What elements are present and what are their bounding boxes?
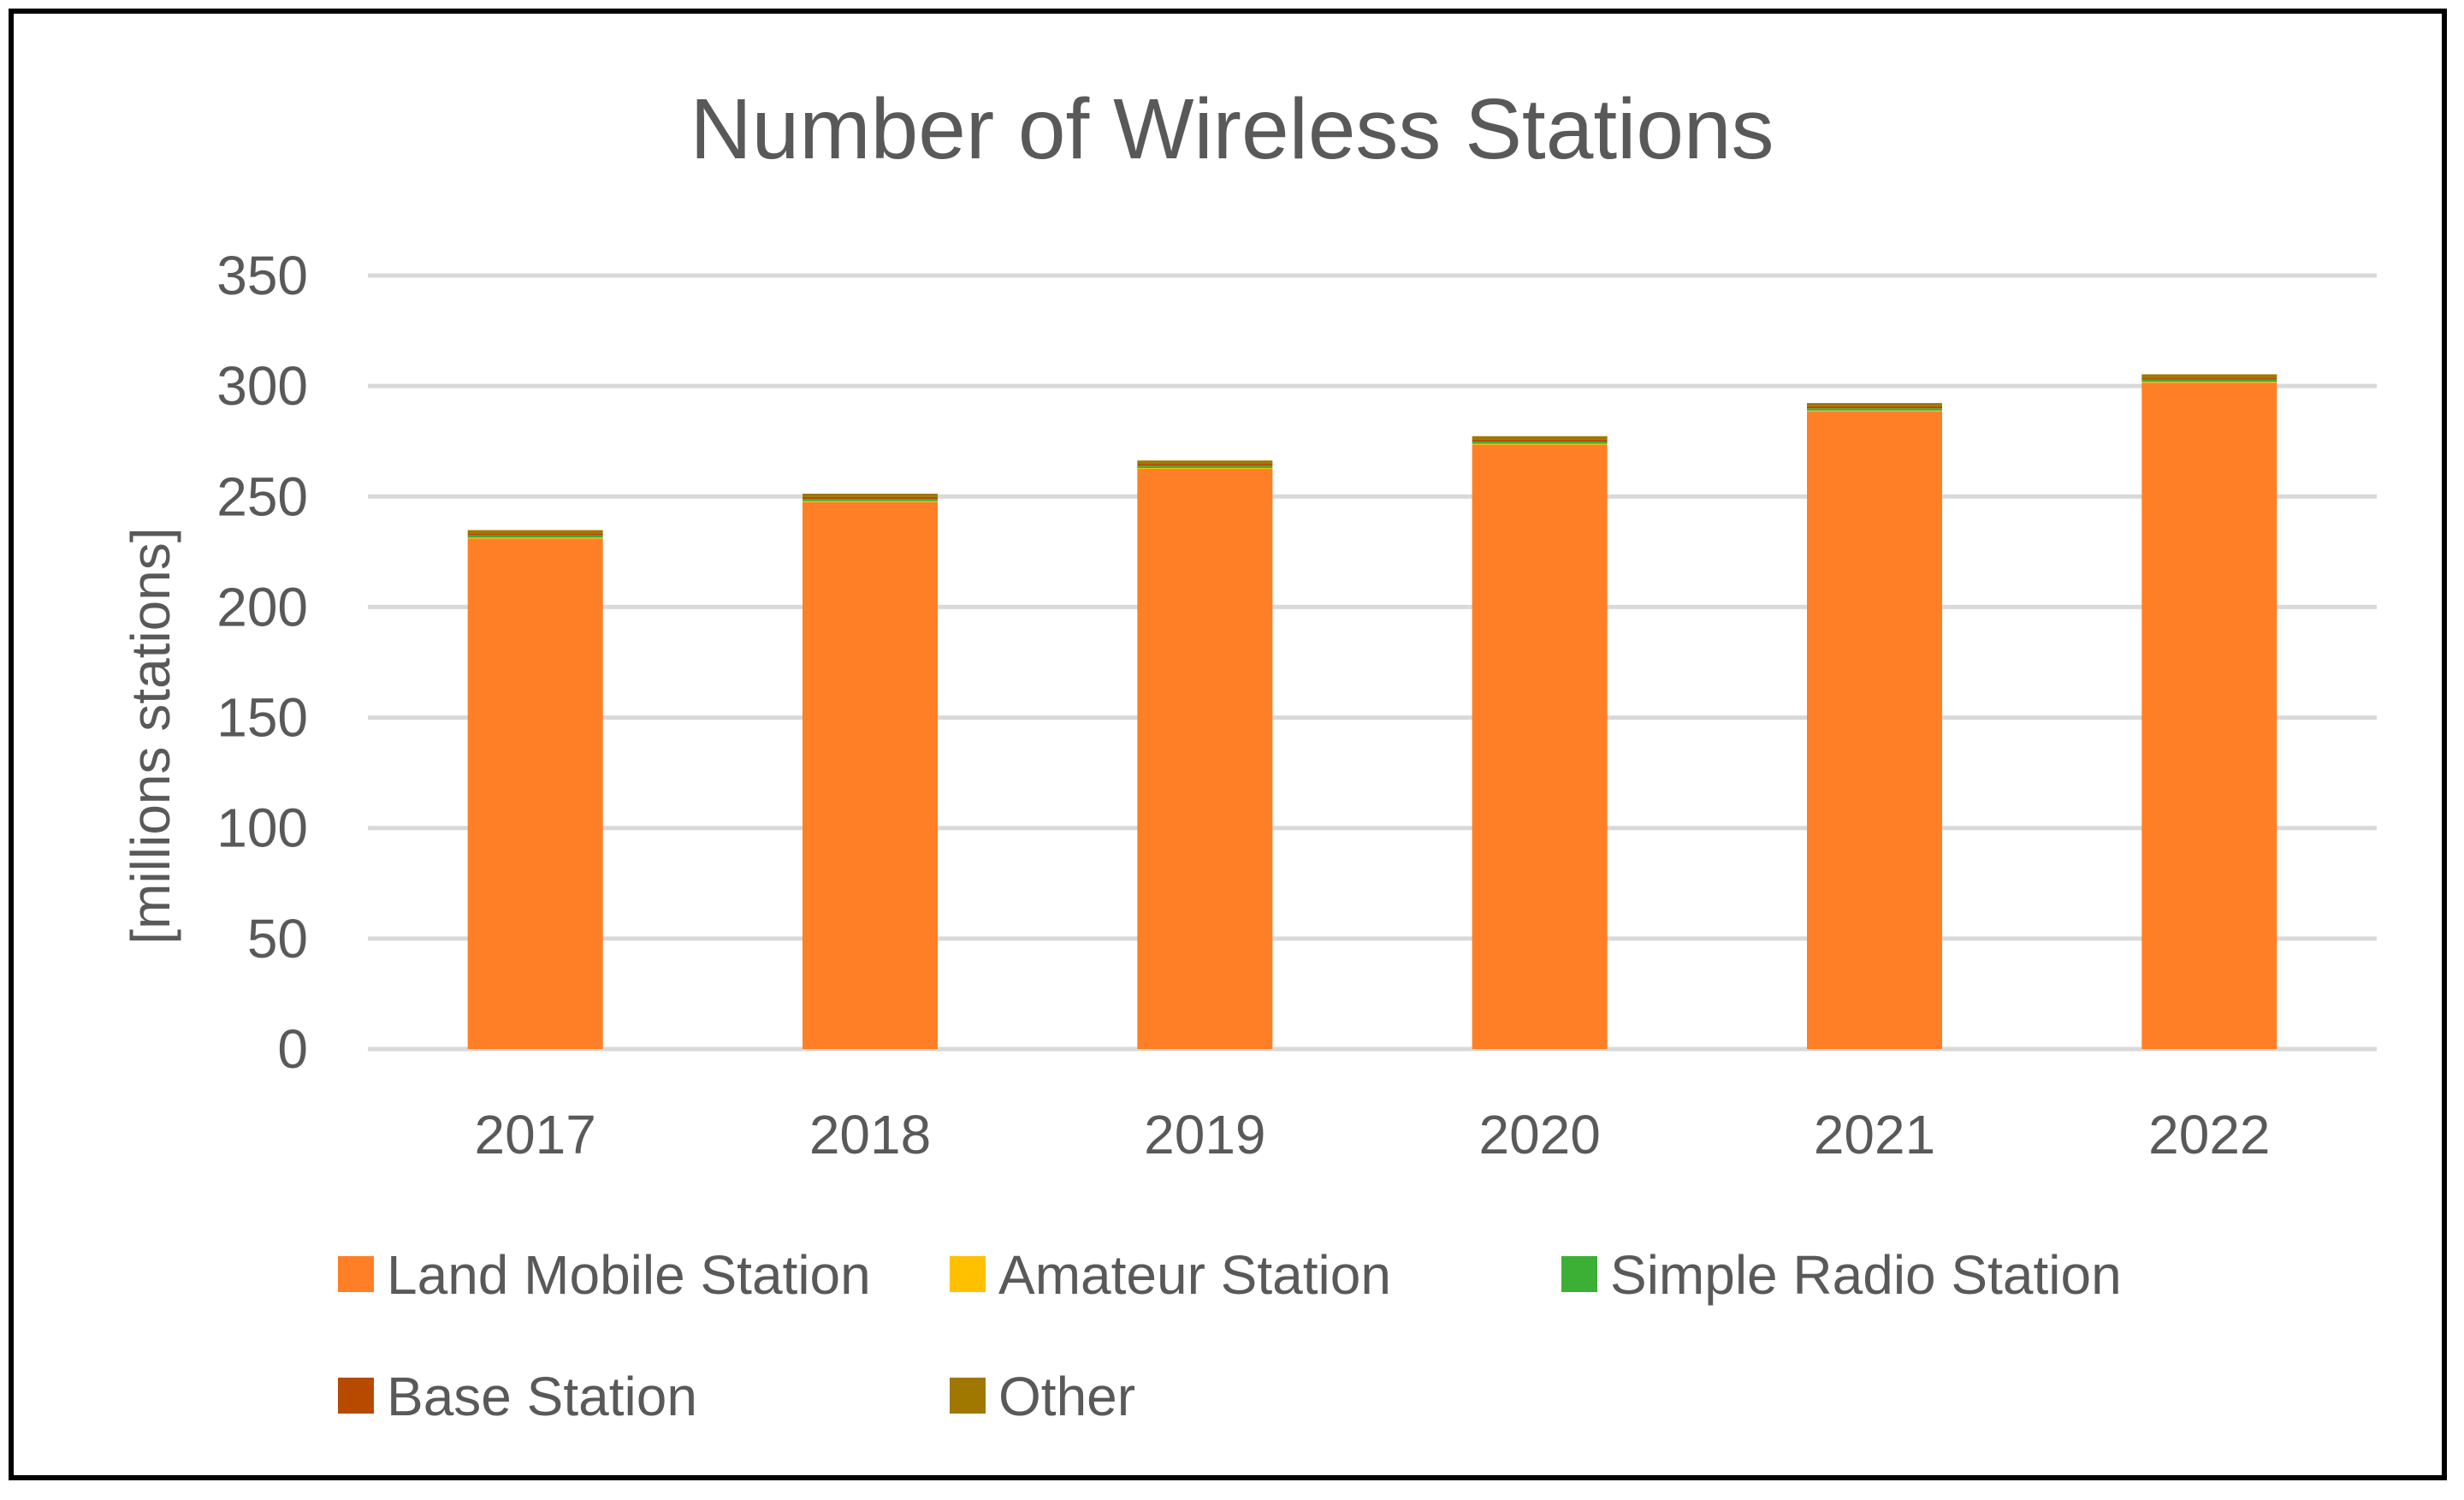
x-tick-label: 2019 xyxy=(1144,1104,1265,1165)
y-tick-label: 200 xyxy=(216,576,308,637)
y-tick-label: 150 xyxy=(216,687,308,749)
x-axis-ticks: 2017 2018 2019 2020 2021 2022 xyxy=(474,1104,2270,1165)
y-tick-label: 300 xyxy=(216,355,308,417)
legend-item: Land Mobile Station xyxy=(338,1244,871,1306)
bar-simple-radio-station-2018 xyxy=(803,499,938,501)
bar-land-mobile-station-2018 xyxy=(803,501,938,1049)
legend-item: Base Station xyxy=(338,1366,697,1427)
bar-base-station-2018 xyxy=(803,496,938,500)
bar-simple-radio-station-2020 xyxy=(1472,441,1608,444)
bar-land-mobile-station-2021 xyxy=(1807,411,1942,1049)
bar-base-station-2021 xyxy=(1807,406,1942,409)
legend-label: Other xyxy=(998,1366,1135,1427)
bar-other-2020 xyxy=(1472,436,1608,440)
y-axis-ticks: 0 50 100 150 200 250 300 350 xyxy=(216,245,308,1080)
bar-simple-radio-station-2019 xyxy=(1137,465,1273,468)
bar-simple-radio-station-2021 xyxy=(1807,408,1942,411)
x-tick-label: 2022 xyxy=(2148,1104,2270,1165)
bar-amateur-station-2021 xyxy=(1807,410,1942,412)
x-tick-label: 2018 xyxy=(809,1104,931,1165)
legend-swatch xyxy=(338,1378,374,1414)
bar-land-mobile-station-2020 xyxy=(1472,444,1608,1049)
y-tick-label: 350 xyxy=(216,245,308,306)
legend-label: Land Mobile Station xyxy=(387,1244,871,1306)
bar-amateur-station-2017 xyxy=(467,537,603,539)
legend-label: Base Station xyxy=(387,1366,697,1427)
bar-base-station-2017 xyxy=(467,533,603,536)
x-tick-label: 2021 xyxy=(1814,1104,1935,1165)
y-axis-label: [millions stations] xyxy=(120,527,181,944)
legend-swatch xyxy=(950,1378,986,1414)
bar-simple-radio-station-2017 xyxy=(467,535,603,538)
legend: Land Mobile Station Amateur Station Simple… xyxy=(338,1244,2122,1427)
bar-other-2019 xyxy=(1137,460,1273,465)
legend-swatch xyxy=(1561,1256,1597,1292)
y-tick-label: 250 xyxy=(216,465,308,527)
chart-title: Number of Wireless Stations xyxy=(690,81,1774,177)
bar-other-2017 xyxy=(467,530,603,534)
legend-swatch xyxy=(950,1256,986,1292)
bar-land-mobile-station-2017 xyxy=(467,538,603,1049)
x-tick-label: 2017 xyxy=(474,1104,595,1165)
x-tick-label: 2020 xyxy=(1478,1104,1600,1165)
gridlines xyxy=(368,273,2377,1052)
y-tick-label: 0 xyxy=(277,1018,308,1080)
bar-other-2018 xyxy=(803,493,938,497)
bar-other-2022 xyxy=(2141,374,2277,378)
y-tick-label: 50 xyxy=(247,908,308,969)
bar-base-station-2020 xyxy=(1472,439,1608,442)
bar-other-2021 xyxy=(1807,403,1942,406)
bars xyxy=(467,374,2277,1050)
bar-simple-radio-station-2022 xyxy=(2141,379,2277,382)
legend-item: Other xyxy=(950,1366,1135,1427)
bar-amateur-station-2019 xyxy=(1137,467,1273,469)
bar-land-mobile-station-2019 xyxy=(1137,469,1273,1049)
legend-label: Amateur Station xyxy=(998,1244,1391,1306)
bar-base-station-2022 xyxy=(2141,377,2277,380)
y-tick-label: 100 xyxy=(216,797,308,859)
bar-land-mobile-station-2022 xyxy=(2141,382,2277,1050)
bar-amateur-station-2018 xyxy=(803,501,938,502)
bar-base-station-2019 xyxy=(1137,464,1273,466)
legend-item: Simple Radio Station xyxy=(1561,1244,2122,1306)
legend-label: Simple Radio Station xyxy=(1610,1244,2122,1306)
bar-amateur-station-2020 xyxy=(1472,443,1608,445)
legend-item: Amateur Station xyxy=(950,1244,1391,1306)
legend-swatch xyxy=(338,1256,374,1292)
